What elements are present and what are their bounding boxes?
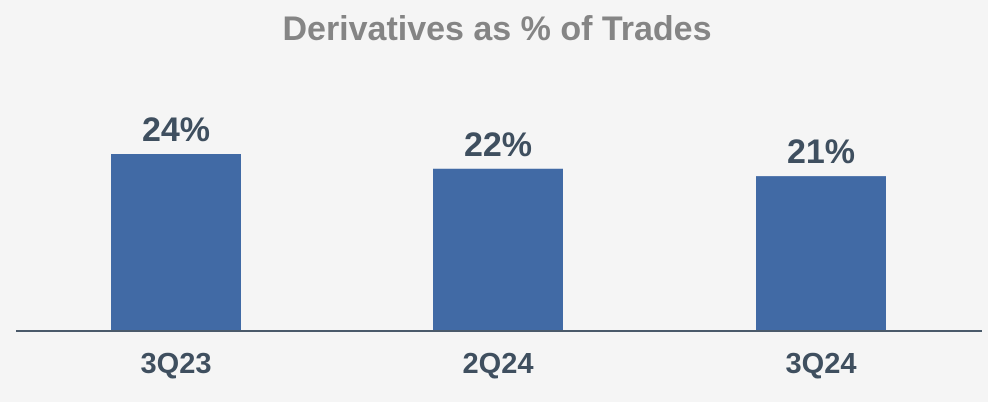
bars-group: 24% 3Q23 22% 2Q24 21% 3Q24 [111,111,886,380]
data-label-3Q24: 21% [787,133,855,171]
x-tick-label-2Q24: 2Q24 [463,348,534,380]
bar-2Q24 [433,168,563,331]
data-label-3Q23: 24% [142,111,210,149]
chart-title: Derivatives as % of Trades [282,10,711,48]
data-label-2Q24: 22% [464,126,532,164]
x-tick-label-3Q24: 3Q24 [786,348,857,380]
bar-3Q23 [111,154,241,331]
bar-3Q24 [756,176,886,331]
x-tick-label-3Q23: 3Q23 [141,348,212,380]
